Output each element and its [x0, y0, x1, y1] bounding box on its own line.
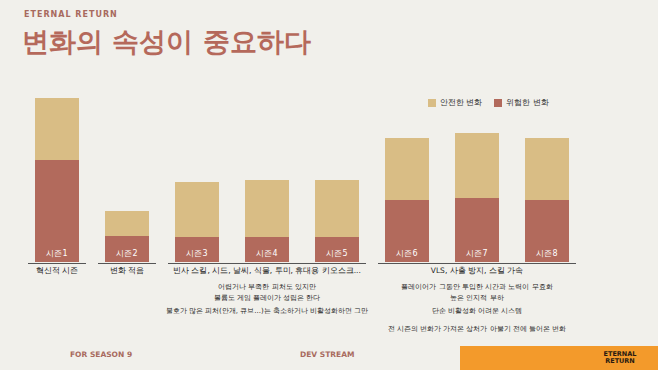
html-text:플레이어가 그동안 투입한 시간과 노력이 무효화: 플레이어가 그동안 투입한 시간과 노력이 무효화: [401, 283, 553, 291]
html-text:혁신적 시즌: 혁신적 시즌: [35, 266, 79, 275]
svg-text:시즌5: 시즌5: [326, 249, 347, 258]
svg-text:시즌4: 시즌4: [256, 249, 277, 258]
svg-text:시즌8: 시즌8: [536, 249, 557, 258]
html-text:DEV STREAM: DEV STREAM: [300, 350, 355, 359]
svg-text:시즌2: 시즌2: [116, 249, 137, 258]
html-text:FOR SEASON 9: FOR SEASON 9: [70, 350, 133, 359]
svg-text:시즌7: 시즌7: [466, 249, 487, 258]
html-text:안전한 변화: 안전한 변화: [440, 98, 483, 107]
html-text:전 시즌의 변화가 가져온 상처가 아물기 전에 들어온 변: 전 시즌의 변화가 가져온 상처가 아물기 전에 들어온 변화: [387, 325, 567, 333]
html-text:높은 인지적 부하: 높은 인지적 부하: [450, 294, 504, 302]
html-text:변화 적음: 변화 적음: [109, 266, 145, 275]
html-text:ETERNAL RETURN: ETERNAL RETURN: [24, 10, 118, 19]
html-text:빈사 스킬, 시드, 날씨, 식물, 투미, 휴대용 키오스: 빈사 스킬, 시드, 날씨, 식물, 투미, 휴대용 키오스크...: [173, 266, 361, 275]
svg-text:시즌6: 시즌6: [396, 249, 417, 258]
html-text:변화의 속성이 중요하다: 변화의 속성이 중요하다: [22, 26, 311, 57]
html-text:볼륨도 게임 플레이가 성립은 한다: 볼륨도 게임 플레이가 성립은 한다: [213, 294, 321, 302]
svg-text:시즌1: 시즌1: [46, 249, 67, 258]
svg-text:시즌3: 시즌3: [186, 249, 207, 258]
html-text:ETERNAL RETURN: ETERNAL RETURN: [603, 350, 637, 365]
html-text:VLS, 사출 방지, 스킬 가속: VLS, 사출 방지, 스킬 가속: [430, 266, 524, 275]
html-text:어렵거나 부족한 피처도 있지만: 어렵거나 부족한 피처도 있지만: [218, 283, 316, 291]
html-text:불호가 많은 피처(안개, 큐브...)는 축소하거나 비활: 불호가 많은 피처(안개, 큐브...)는 축소하거나 비활성화하면 그만: [165, 307, 369, 315]
html-text:단순 비활성화 어려운 시스템: 단순 비활성화 어려운 시스템: [431, 307, 523, 315]
html-text:위험한 변화: 위험한 변화: [506, 98, 549, 107]
